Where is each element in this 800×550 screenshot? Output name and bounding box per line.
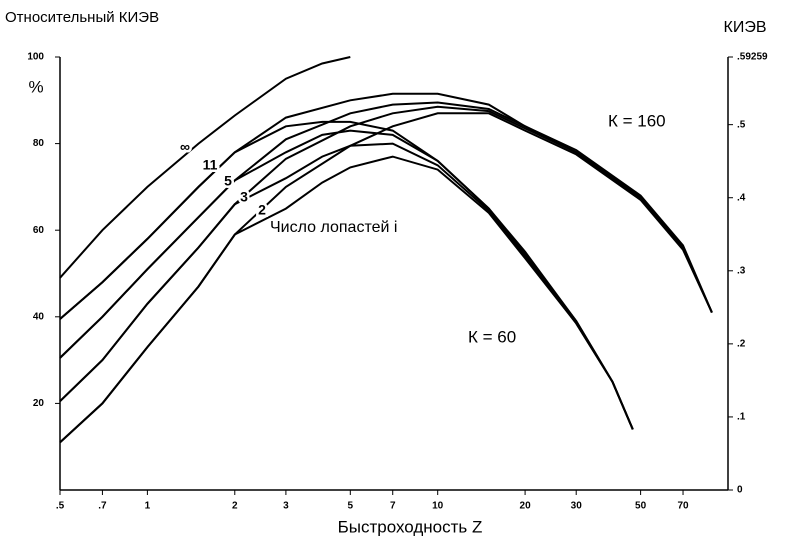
y-tick-label: 80 (33, 138, 45, 149)
annotation: К = 60 (468, 327, 516, 346)
x-tick-label: 10 (432, 501, 444, 512)
x-tick-label: 50 (635, 501, 647, 512)
curve (59, 105, 713, 402)
y2-tick-label: .5 (737, 119, 746, 130)
annotation: К = 160 (608, 111, 666, 130)
x-tick-label: 20 (520, 501, 532, 512)
y2-tick-label: 0 (737, 485, 743, 496)
chart-title: Относительный КИЭВ (5, 9, 159, 26)
x-tick-label: 5 (348, 501, 354, 512)
y-tick-label: 20 (33, 398, 45, 409)
curve (59, 129, 634, 430)
curve-label: ∞ (180, 139, 190, 155)
curve (59, 155, 634, 444)
x-tick-label: 2 (232, 501, 238, 512)
y-tick-label: 100 (27, 52, 44, 63)
curve-label: 3 (240, 189, 248, 205)
curve (59, 120, 634, 430)
y2-tick-label: .2 (737, 339, 746, 350)
y2-tick-label: .4 (737, 192, 746, 203)
curve-label: 2 (258, 202, 266, 218)
curve (59, 56, 351, 279)
x-tick-label: 1 (145, 501, 151, 512)
x-tick-label: .7 (98, 501, 107, 512)
x-axis-label: Быстроходность Z (338, 517, 483, 536)
annotation: Число лопастей i (270, 219, 397, 236)
x-tick-label: 7 (390, 501, 396, 512)
y2-tick-label: .1 (737, 412, 746, 423)
curve-label: 5 (224, 173, 232, 189)
y2-tick-label: .3 (737, 265, 746, 276)
y2-axis-label: КИЭВ (724, 19, 767, 36)
curve (59, 112, 713, 444)
x-tick-label: 70 (677, 501, 689, 512)
y-tick-label: 40 (33, 311, 45, 322)
x-tick-label: 30 (571, 501, 583, 512)
y-tick-label: 60 (33, 225, 45, 236)
x-tick-label: .5 (56, 501, 65, 512)
x-tick-label: 3 (283, 501, 289, 512)
curve-label: 11 (203, 157, 218, 173)
y-axis-label: % (28, 77, 43, 96)
y2-tick-label: .59259 (737, 52, 768, 63)
